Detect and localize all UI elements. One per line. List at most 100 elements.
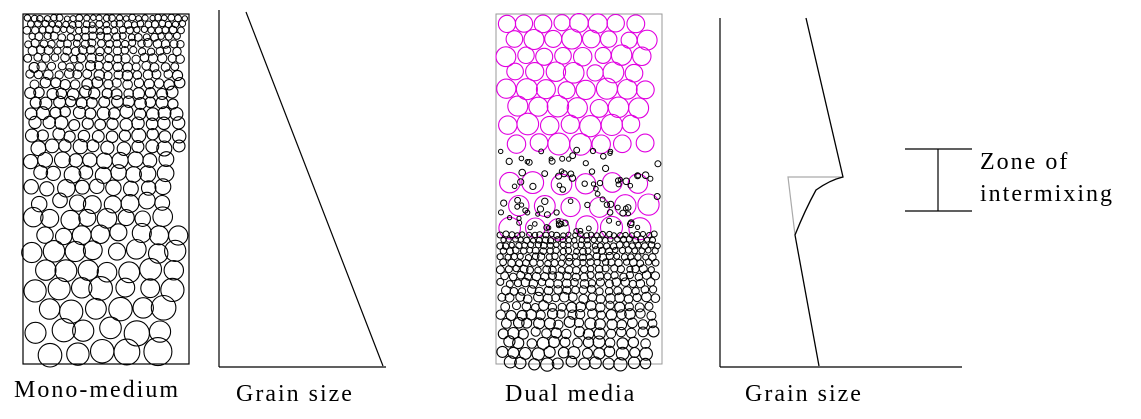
coarse-grain [575,79,596,101]
fine-grain [519,202,525,208]
mono-medium-grain [142,69,154,81]
coarse-grain [535,79,556,100]
mono-medium-grain [39,181,55,197]
mono-medium-grain [24,321,47,344]
mono-medium-grain [91,129,105,143]
fine-grain [639,347,653,361]
fine-grain [516,270,526,280]
ideal-sharp-interface-profile [787,176,843,236]
fine-grain [593,232,600,239]
mono-medium-grain [157,53,168,64]
mono-medium-grain [145,139,160,154]
fine-grain [570,278,579,287]
fine-grain [518,168,527,177]
fine-grain [530,326,541,337]
coarse-grain [544,29,563,48]
fine-grain [577,231,584,238]
mono-medium-grain [36,14,44,23]
mono-medium-grain [140,278,161,299]
fine-grain [548,157,556,165]
fine-grain [541,197,549,206]
fine-grain [568,174,577,182]
fine-grain [588,356,602,370]
mono-medium-grain [132,87,146,100]
fine-grain [649,285,658,294]
coarse-grain [535,47,554,66]
fine-grain [578,285,588,295]
coarse-grain [560,196,581,218]
fine-grain [522,207,529,214]
fine-grain [510,253,519,261]
mono-medium-grain [161,26,170,35]
fine-grain [629,346,641,359]
mono-medium-grain [144,87,157,99]
coarse-grain [614,194,637,217]
fine-grain [557,259,566,267]
fine-grain [561,278,572,289]
mono-medium-grain [139,257,163,281]
mono-medium-grain [104,46,113,55]
mono-medium-grain [68,21,77,29]
fine-grain [627,182,634,189]
mono-medium-grain [142,153,158,168]
mono-medium-grain [174,14,182,23]
coarse-grain [628,97,650,119]
mono-medium-grain [27,45,38,56]
coarse-grain [620,31,638,49]
coarse-grain [521,171,545,195]
mono-medium-grain [22,153,39,170]
mono-medium-grain [25,69,35,79]
fine-grain [627,253,635,261]
fine-grain [497,328,509,340]
fine-grain [613,357,628,372]
fine-grain [648,253,657,262]
coarse-grain [523,28,545,51]
mono-medium-grain [59,299,84,324]
fine-grain [536,259,544,267]
fine-grain [595,294,606,304]
mono-medium-grain [50,53,60,62]
fine-grain [566,156,572,162]
mono-medium-grain [117,209,135,227]
coarse-grain [600,113,623,137]
mono-medium-grain [47,39,56,49]
fine-grain [583,232,590,239]
mono-medium-grain [100,140,115,155]
fine-grain [559,155,566,162]
fine-grain [553,241,560,248]
mono-medium-grain [60,25,68,34]
mono-medium-grain [131,127,147,144]
mono-medium-grain [157,32,165,40]
fine-grain [610,271,619,280]
fine-grain [543,285,554,296]
fine-grain [587,292,598,302]
fine-grain [574,309,586,320]
fine-grain [545,253,553,261]
fine-grain [635,308,646,319]
fine-grain [512,316,525,329]
mono-medium-grain [70,79,81,90]
fine-grain [616,326,627,338]
fine-grain [524,159,530,165]
fine-grain [550,259,559,267]
fine-grain [528,279,539,289]
fine-grain [599,196,606,203]
mono-medium-grain [63,165,82,184]
fine-grain [503,355,517,369]
fine-grain [627,336,640,349]
coarse-grain [599,30,618,48]
fine-grain [603,272,612,281]
fine-grain [637,326,649,338]
mono-medium-grain [27,20,35,28]
mono-medium-grain [24,128,40,143]
mono-medium-grain [30,14,39,23]
fine-grain [635,224,641,230]
mono-medium-grain [47,277,71,301]
mono-medium-grain [35,106,50,121]
fine-grain [639,357,652,370]
fine-grain [565,257,574,266]
mono-medium-grain [151,69,162,80]
coarse-grain [528,96,549,117]
coarse-grain [591,134,611,154]
coarse-grain [616,78,638,100]
